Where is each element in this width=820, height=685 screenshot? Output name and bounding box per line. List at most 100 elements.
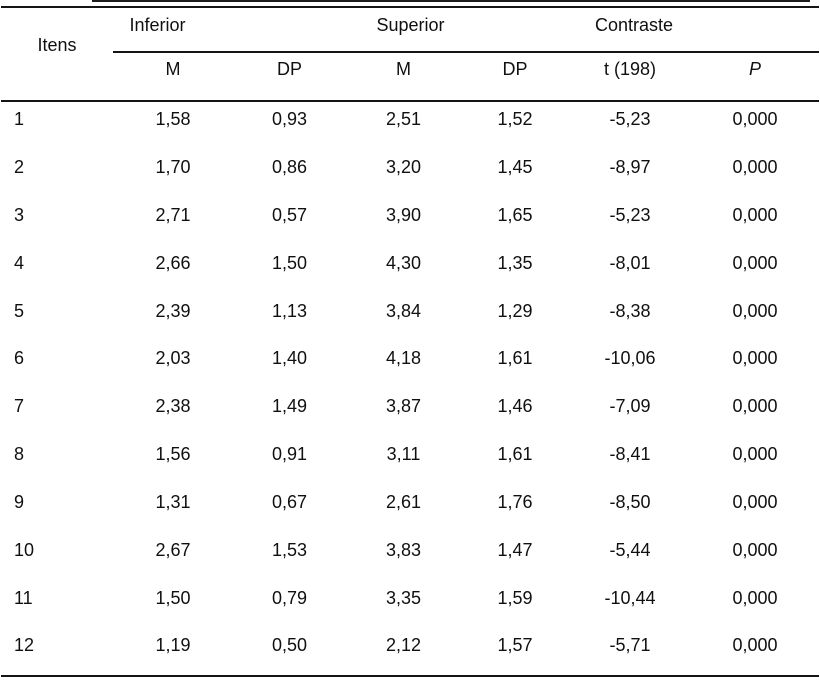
- table-header: Itens Inferior Superior Contraste M DP M…: [1, 7, 820, 102]
- group-header-inferior: Inferior: [113, 7, 346, 53]
- value-cell: 2,66: [155, 252, 191, 273]
- group-header-contraste: Contraste: [569, 7, 820, 53]
- value-cell: 0,000: [732, 492, 778, 513]
- value-cell: -7,09: [609, 396, 651, 417]
- col-header-m-superior: M: [346, 52, 461, 102]
- table-row: 9 1,31 0,67 2,61 1,76 -8,50 0,000: [1, 484, 819, 532]
- table-row: 11 1,50 0,79 3,35 1,59 -10,44 0,000: [1, 580, 819, 628]
- value-cell: 0,000: [732, 156, 778, 177]
- value-cell: 0,000: [732, 444, 778, 465]
- item-number-cell: 9: [14, 492, 25, 513]
- value-cell: 0,000: [732, 587, 778, 608]
- value-cell: 0,000: [732, 539, 778, 560]
- col-header-t: t (198): [569, 52, 692, 102]
- value-cell: 0,000: [732, 204, 778, 225]
- value-cell: 1,47: [497, 539, 533, 560]
- item-number-cell: 1: [14, 109, 25, 130]
- statistics-table: Itens Inferior Superior Contraste M DP M…: [1, 6, 820, 677]
- value-cell: 3,35: [385, 587, 422, 608]
- clipped-top-rule: [92, 0, 810, 2]
- table-row: 10 2,67 1,53 3,83 1,47 -5,44 0,000: [1, 532, 819, 580]
- sub-header-row: M DP M DP t (198) P: [1, 52, 820, 102]
- value-cell: 1,49: [271, 396, 308, 417]
- value-cell: 2,71: [155, 204, 191, 225]
- value-cell: -5,23: [609, 204, 651, 225]
- value-cell: 0,79: [271, 587, 308, 608]
- value-cell: -10,44: [604, 587, 656, 608]
- value-cell: 0,000: [732, 396, 778, 417]
- value-cell: 0,000: [732, 635, 778, 656]
- table-row: 12 1,19 0,50 2,12 1,57 -5,71 0,000: [1, 628, 819, 676]
- value-cell: 1,58: [155, 109, 191, 130]
- value-cell: 0,50: [271, 635, 308, 656]
- value-cell: 1,29: [497, 300, 533, 321]
- value-cell: 1,57: [497, 635, 533, 656]
- table-row: 6 2,03 1,40 4,18 1,61 -10,06 0,000: [1, 340, 819, 388]
- item-number-cell: 12: [14, 635, 35, 656]
- value-cell: 0,91: [271, 444, 308, 465]
- value-cell: 1,35: [497, 252, 533, 273]
- value-cell: 1,61: [497, 444, 533, 465]
- value-cell: 1,31: [155, 492, 191, 513]
- value-cell: 2,38: [155, 396, 191, 417]
- value-cell: 1,40: [271, 348, 308, 369]
- value-cell: 1,59: [497, 587, 533, 608]
- col-header-m-inferior: M: [113, 52, 233, 102]
- value-cell: 3,11: [386, 444, 421, 465]
- value-cell: -8,97: [609, 156, 651, 177]
- value-cell: 1,50: [155, 587, 191, 608]
- value-cell: 1,19: [155, 635, 191, 656]
- value-cell: 3,84: [385, 300, 422, 321]
- item-number-cell: 11: [14, 587, 33, 608]
- value-cell: -10,06: [604, 348, 656, 369]
- col-header-dp-inferior: DP: [233, 52, 346, 102]
- table-row: 1 1,58 0,93 2,51 1,52 -5,23 0,000: [1, 101, 819, 149]
- value-cell: 2,03: [155, 348, 191, 369]
- table-row: 5 2,39 1,13 3,84 1,29 -8,38 0,000: [1, 293, 819, 341]
- value-cell: -5,23: [609, 109, 651, 130]
- value-cell: -8,01: [609, 252, 651, 273]
- value-cell: 1,13: [271, 300, 308, 321]
- value-cell: 0,000: [732, 109, 778, 130]
- table-row: 2 1,70 0,86 3,20 1,45 -8,97 0,000: [1, 149, 819, 197]
- value-cell: 0,000: [732, 348, 778, 369]
- value-cell: 1,56: [155, 444, 191, 465]
- value-cell: 2,39: [155, 300, 191, 321]
- col-header-p: P: [691, 52, 820, 102]
- value-cell: 3,83: [385, 539, 422, 560]
- table-row: 7 2,38 1,49 3,87 1,46 -7,09 0,000: [1, 388, 819, 436]
- value-cell: -5,44: [609, 539, 651, 560]
- value-cell: 0,86: [271, 156, 308, 177]
- value-cell: 0,93: [271, 109, 308, 130]
- value-cell: 2,61: [385, 492, 422, 513]
- value-cell: 0,000: [732, 252, 778, 273]
- value-cell: 3,87: [385, 396, 422, 417]
- value-cell: 1,46: [497, 396, 533, 417]
- group-header-row: Itens Inferior Superior Contraste: [1, 7, 820, 102]
- item-number-cell: 2: [14, 156, 25, 177]
- item-number-cell: 5: [14, 300, 25, 321]
- value-cell: 4,30: [385, 252, 422, 273]
- value-cell: -8,38: [609, 300, 651, 321]
- value-cell: 0,000: [732, 300, 778, 321]
- value-cell: 1,70: [155, 156, 191, 177]
- item-number-cell: 7: [14, 396, 25, 417]
- value-cell: 1,45: [497, 156, 533, 177]
- table-row: 4 2,66 1,50 4,30 1,35 -8,01 0,000: [1, 245, 819, 293]
- value-cell: 1,50: [271, 252, 308, 273]
- col-header-dp-superior: DP: [461, 52, 570, 102]
- item-number-cell: 8: [14, 444, 25, 465]
- value-cell: 0,57: [271, 204, 308, 225]
- value-cell: 1,61: [497, 348, 533, 369]
- value-cell: 2,51: [385, 109, 422, 130]
- value-cell: -8,50: [609, 492, 651, 513]
- value-cell: 4,18: [385, 348, 422, 369]
- table-body: 1 1,58 0,93 2,51 1,52 -5,23 0,000 2 1,70…: [1, 101, 819, 676]
- table-row: 3 2,71 0,57 3,90 1,65 -5,23 0,000: [1, 197, 819, 245]
- table-row: 8 1,56 0,91 3,11 1,61 -8,41 0,000: [1, 436, 819, 484]
- value-cell: 1,53: [271, 539, 308, 560]
- value-cell: 2,12: [385, 635, 422, 656]
- item-number-cell: 3: [14, 204, 25, 225]
- item-number-cell: 10: [14, 539, 35, 560]
